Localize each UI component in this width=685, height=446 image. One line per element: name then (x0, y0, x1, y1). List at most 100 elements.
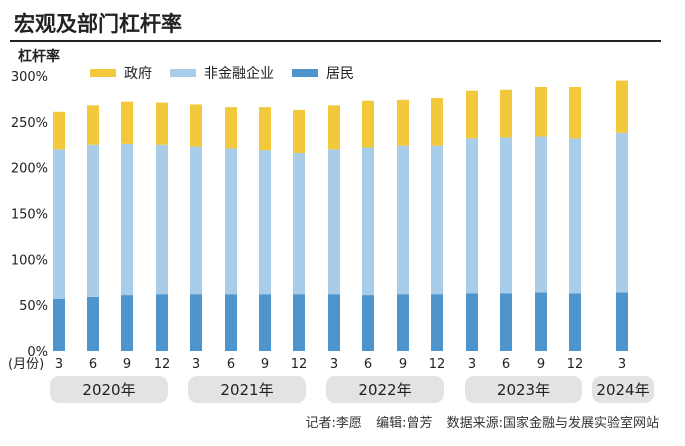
bar-segment-government (535, 87, 547, 137)
bar-segment-government (466, 90, 478, 139)
bar-segment-household (466, 293, 478, 351)
bar-segment-government (431, 98, 443, 146)
x-tick-label: 9 (537, 357, 545, 372)
bar-segment-government (87, 105, 99, 145)
y-tick-label: 0% (27, 345, 48, 360)
y-axis-label: 杠杆率 (18, 49, 60, 65)
bar-segment-household (431, 294, 443, 351)
bar-segment-household (121, 295, 133, 351)
bar-segment-enterprise (569, 138, 581, 294)
x-tick-label: 6 (364, 357, 372, 372)
x-tick-label: 6 (502, 357, 510, 372)
x-tick-label: 6 (227, 357, 235, 372)
bar-segment-household (500, 293, 512, 351)
bar-segment-enterprise (225, 148, 237, 295)
legend-label: 非金融企业 (204, 65, 274, 82)
bar-segment-enterprise (190, 146, 202, 295)
legend-label: 居民 (326, 66, 354, 82)
x-tick-label: 12 (429, 357, 446, 372)
title-divider (10, 40, 661, 42)
bar-segment-household (569, 293, 581, 351)
bar-segment-government (569, 87, 581, 139)
bar-segment-government (121, 101, 133, 144)
bar-segment-household (87, 296, 99, 351)
x-tick-label: 3 (192, 357, 200, 372)
bar-segment-enterprise (431, 145, 443, 295)
year-label: 2020年 (82, 381, 135, 399)
x-axis-prefix-label: (月份) (8, 357, 44, 372)
year-band (592, 376, 654, 403)
bar-segment-government (293, 109, 305, 153)
year-label: 2022年 (358, 381, 411, 399)
year-band (326, 376, 444, 403)
x-tick-label: 9 (399, 357, 407, 372)
bar-segment-enterprise (293, 153, 305, 295)
bar-segment-government (156, 102, 168, 145)
bar-segment-enterprise (156, 144, 168, 295)
bar-segment-household (616, 292, 628, 351)
bar-segment-enterprise (259, 150, 271, 295)
bar-segment-household (259, 294, 271, 351)
bar-segment-enterprise (500, 137, 512, 294)
year-band (50, 376, 168, 403)
y-tick-label: 200% (11, 162, 48, 177)
credit-reporter: 记者:李愿 (305, 416, 362, 431)
x-tick-label: 3 (330, 357, 338, 372)
legend-swatch (90, 69, 116, 77)
x-tick-label: 12 (567, 357, 584, 372)
y-tick-label: 100% (11, 253, 48, 268)
credit-source: 数据来源:国家金融与发展实验室网站 (446, 416, 659, 431)
bar-segment-government (225, 107, 237, 149)
bar-segment-household (328, 294, 340, 351)
x-tick-label: 9 (261, 357, 269, 372)
x-tick-label: 3 (618, 357, 626, 372)
credit-editor: 编辑:曾芳 (376, 416, 433, 431)
bar-segment-household (535, 292, 547, 351)
x-tick-label: 6 (89, 357, 97, 372)
bar-segment-household (362, 295, 374, 351)
year-label: 2024年 (596, 381, 649, 399)
bar-segment-household (190, 294, 202, 351)
bar-segment-government (397, 99, 409, 146)
bar-segment-household (156, 294, 168, 351)
bar-segment-government (500, 89, 512, 138)
bar-segment-government (53, 111, 65, 150)
bar-segment-enterprise (328, 149, 340, 295)
bar-segment-enterprise (397, 145, 409, 295)
bar-segment-household (53, 298, 65, 351)
x-tick-label: 12 (291, 357, 308, 372)
bar-segment-household (397, 294, 409, 351)
bar-segment-household (225, 294, 237, 351)
x-tick-label: 9 (123, 357, 131, 372)
bar-segment-enterprise (53, 149, 65, 299)
bar-segment-enterprise (535, 136, 547, 293)
bar-segment-government (616, 80, 628, 133)
x-tick-label: 12 (154, 357, 171, 372)
year-band (465, 376, 582, 403)
bar-segment-government (328, 105, 340, 150)
year-label: 2023年 (497, 381, 550, 399)
bar-segment-government (259, 107, 271, 151)
legend-swatch (170, 69, 196, 77)
y-tick-label: 50% (19, 299, 48, 314)
year-band (188, 376, 306, 403)
bar-segment-enterprise (362, 147, 374, 296)
x-tick-label: 3 (468, 357, 476, 372)
bar-segment-government (190, 104, 202, 147)
bar-segment-enterprise (87, 144, 99, 297)
y-tick-label: 150% (11, 208, 48, 223)
bar-segment-enterprise (121, 143, 133, 296)
credit-line: 记者:李愿 编辑:曾芳 数据来源:国家金融与发展实验室网站 (296, 412, 659, 431)
x-tick-label: 3 (55, 357, 63, 372)
bar-segment-enterprise (616, 132, 628, 293)
y-tick-label: 300% (11, 70, 48, 85)
chart-title: 宏观及部门杠杆率 (14, 12, 182, 36)
bar-segment-government (362, 100, 374, 148)
year-label: 2021年 (220, 381, 273, 399)
y-tick-label: 250% (11, 116, 48, 131)
bar-segment-enterprise (466, 138, 478, 294)
bar-segment-household (293, 294, 305, 351)
legend-label: 政府 (124, 66, 152, 82)
legend-swatch (292, 69, 318, 77)
